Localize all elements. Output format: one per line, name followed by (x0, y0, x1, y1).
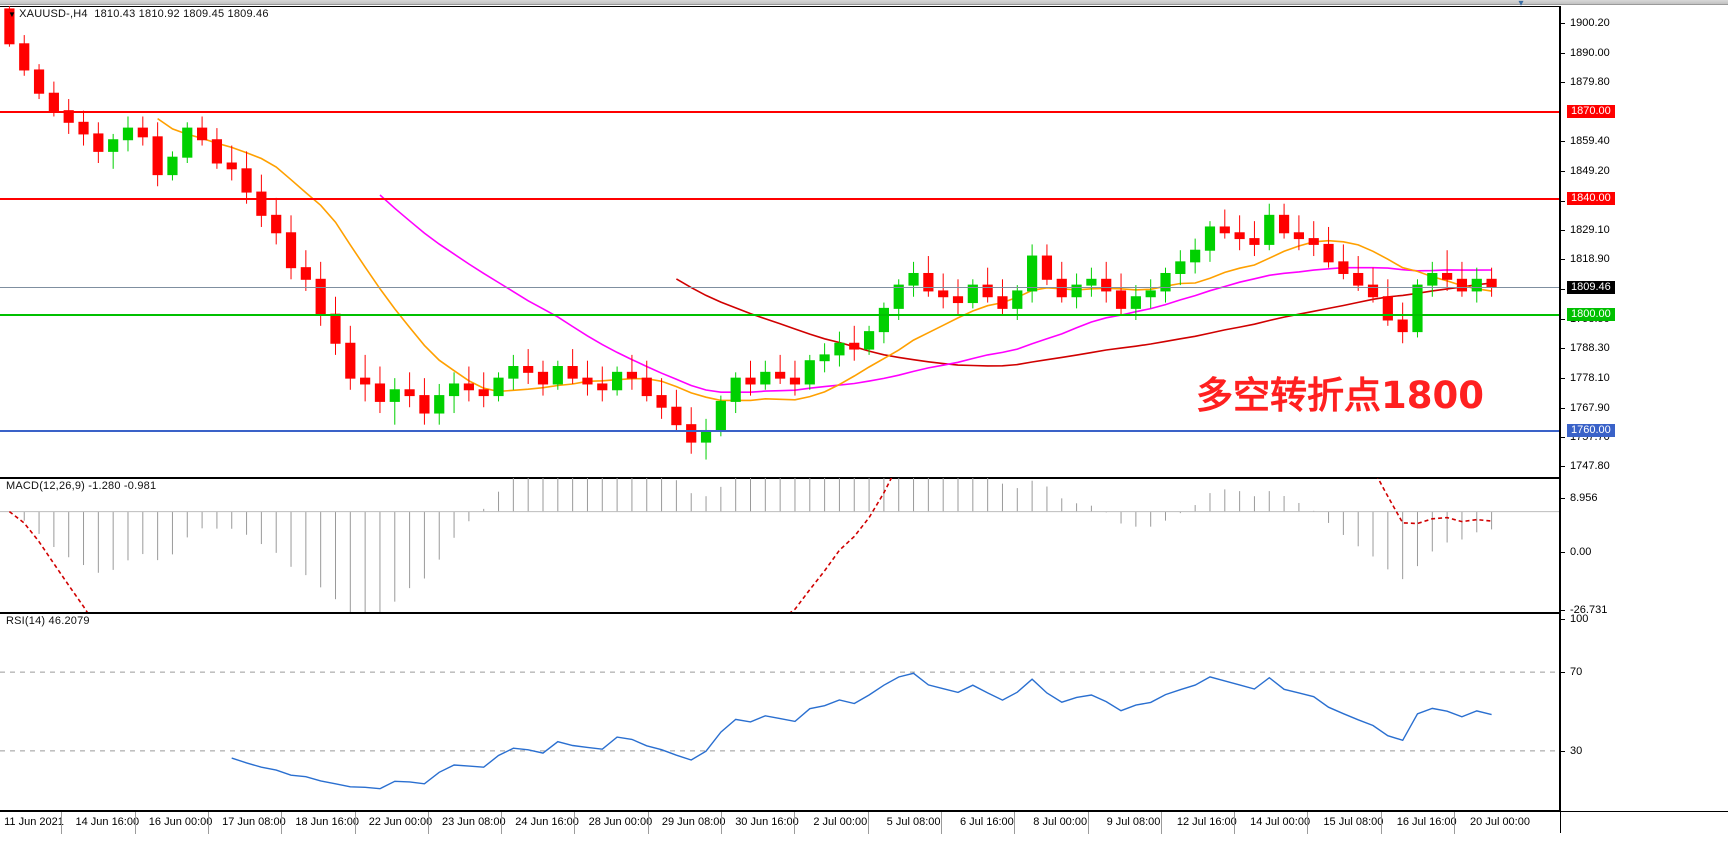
price-axis-badge[interactable]: 1809.46 (1567, 280, 1615, 294)
macd-plot-area[interactable]: MACD(12,26,9) -1.280 -0.981 (0, 478, 1559, 612)
time-axis-label: 11 Jun 2021 (4, 816, 64, 828)
rsi-series (0, 671, 1559, 790)
time-axis-separator (940, 812, 942, 834)
macd-indicator-label: MACD(12,26,9) -1.280 -0.981 (6, 480, 157, 492)
rsi-axis-tick: 100 (1561, 613, 1588, 626)
price-axis-badge[interactable]: 1760.00 (1567, 424, 1615, 438)
level-line-resistance-1840[interactable] (0, 197, 1559, 200)
price-axis-tick: 1890.00 (1561, 47, 1610, 60)
level-line-support-1800[interactable] (0, 314, 1559, 317)
time-axis-separator (1307, 812, 1309, 834)
time-axis-separator (281, 812, 283, 834)
time-axis-separator (354, 812, 356, 834)
time-axis-separator (1234, 812, 1236, 834)
time-axis-separator (574, 812, 576, 834)
time-axis-label: 28 Jun 00:00 (588, 816, 653, 828)
price-axis-badge[interactable]: 1870.00 (1567, 104, 1615, 118)
time-axis-separator (1380, 812, 1382, 834)
rsi-axis-tick: 70 (1561, 666, 1582, 679)
time-axis-separator (794, 812, 796, 834)
macd-axis-tick: 8.956 (1561, 492, 1598, 505)
chevron-down-icon[interactable]: ▾ (1518, 0, 1524, 9)
price-axis-tick: 1767.90 (1561, 402, 1610, 415)
price-axis-badge[interactable]: 1800.00 (1567, 308, 1615, 322)
time-axis[interactable]: 11 Jun 2021 14 Jun 16:00 16 Jun 00:00 17 Ju… (0, 811, 1560, 834)
time-axis-label: 17 Jun 08:00 (222, 816, 286, 828)
time-axis-label: 30 Jun 16:00 (735, 816, 799, 828)
time-axis-separator (1160, 812, 1162, 834)
time-axis-corner (1560, 811, 1728, 833)
candlestick-series (4, 6, 1497, 460)
price-axis-tick: 1778.10 (1561, 372, 1610, 385)
price-axis-tick: 1818.90 (1561, 253, 1610, 266)
time-axis-label: 12 Jul 16:00 (1176, 816, 1237, 828)
price-plot-area[interactable]: ▼ XAUUSD-,H4 1810.43 1810.92 1809.45 1809… (0, 6, 1559, 477)
macd-series (0, 478, 1559, 612)
price-chart-panel[interactable]: ▼ XAUUSD-,H4 1810.43 1810.92 1809.45 1809… (0, 6, 1728, 478)
macd-panel[interactable]: MACD(12,26,9) -1.280 -0.981 8.956 0.00 -26… (0, 478, 1728, 616)
time-axis-label: 18 Jun 16:00 (295, 816, 359, 828)
window-titlebar (0, 0, 1728, 5)
rsi-plot-area[interactable]: RSI(14) 46.2079 (0, 613, 1559, 810)
collapse-caret-icon[interactable]: ▼ (8, 10, 17, 19)
time-axis-separator (134, 812, 136, 834)
time-axis-separator (207, 812, 209, 834)
time-axis-separator (427, 812, 429, 834)
level-line-current-price-1809[interactable] (0, 286, 1559, 288)
time-axis-separator (647, 812, 649, 834)
time-axis-label: 22 Jun 00:00 (368, 816, 433, 828)
price-axis-tick: 1859.40 (1561, 135, 1610, 148)
time-axis-label: 5 Jul 08:00 (886, 816, 941, 828)
price-axis[interactable]: 1900.20 1890.00 1879.80 1870.00 1859.40 1849.… (1560, 6, 1728, 478)
rsi-indicator-label: RSI(14) 46.2079 (6, 615, 90, 627)
time-axis-separator (61, 812, 63, 834)
time-axis-label: 16 Jun 00:00 (148, 816, 213, 828)
level-line-resistance-1870[interactable] (0, 110, 1559, 113)
chart-annotation-text: 多空转折点1800 (1196, 374, 1484, 417)
time-axis-label: 24 Jun 16:00 (515, 816, 579, 828)
time-axis-label: 8 Jul 00:00 (1033, 816, 1088, 828)
time-axis-label: 2 Jul 00:00 (813, 816, 868, 828)
price-axis-badge[interactable]: 1840.00 (1567, 191, 1615, 205)
time-axis-label: 9 Jul 08:00 (1106, 816, 1161, 828)
rsi-axis[interactable]: 100 70 30 (1560, 613, 1728, 811)
chart-symbol-header: ▼ XAUUSD-,H4 1810.43 1810.92 1809.45 1809… (8, 8, 269, 20)
time-axis-separator (501, 812, 503, 834)
time-axis-label: 6 Jul 16:00 (959, 816, 1014, 828)
time-axis-separator (1454, 812, 1455, 834)
rsi-plot-frame (0, 613, 1560, 811)
time-axis-label: 14 Jun 16:00 (75, 816, 140, 828)
price-axis-tick: 1747.80 (1561, 460, 1610, 473)
time-axis-label: 29 Jun 08:00 (661, 816, 726, 828)
level-line-support-1760[interactable] (0, 430, 1559, 433)
price-axis-tick: 1788.30 (1561, 342, 1610, 355)
ohlc-values: 1810.43 1810.92 1809.45 1809.46 (94, 8, 269, 20)
price-axis-tick: 1829.10 (1561, 224, 1610, 237)
price-axis-tick: 1879.80 (1561, 76, 1610, 89)
time-axis-label: 14 Jul 00:00 (1250, 816, 1311, 828)
time-axis-separator (1014, 812, 1016, 834)
time-axis-label: 15 Jul 08:00 (1323, 816, 1384, 828)
price-axis-tick: 1849.20 (1561, 165, 1610, 178)
price-axis-tick: 1900.20 (1561, 17, 1610, 30)
time-axis-separator (867, 812, 869, 834)
time-axis-separator (1087, 812, 1089, 834)
time-axis-separator (721, 812, 722, 834)
time-axis-label: 20 Jul 00:00 (1470, 816, 1530, 828)
time-axis-label: 16 Jul 16:00 (1396, 816, 1457, 828)
rsi-axis-tick: 30 (1561, 745, 1582, 758)
symbol-label: XAUUSD-,H4 (19, 8, 88, 20)
macd-axis[interactable]: 8.956 0.00 -26.731 (1560, 478, 1728, 616)
rsi-panel[interactable]: RSI(14) 46.2079 100 70 30 (0, 613, 1728, 811)
time-axis-label: 23 Jun 08:00 (441, 816, 506, 828)
macd-axis-tick: 0.00 (1561, 546, 1591, 559)
